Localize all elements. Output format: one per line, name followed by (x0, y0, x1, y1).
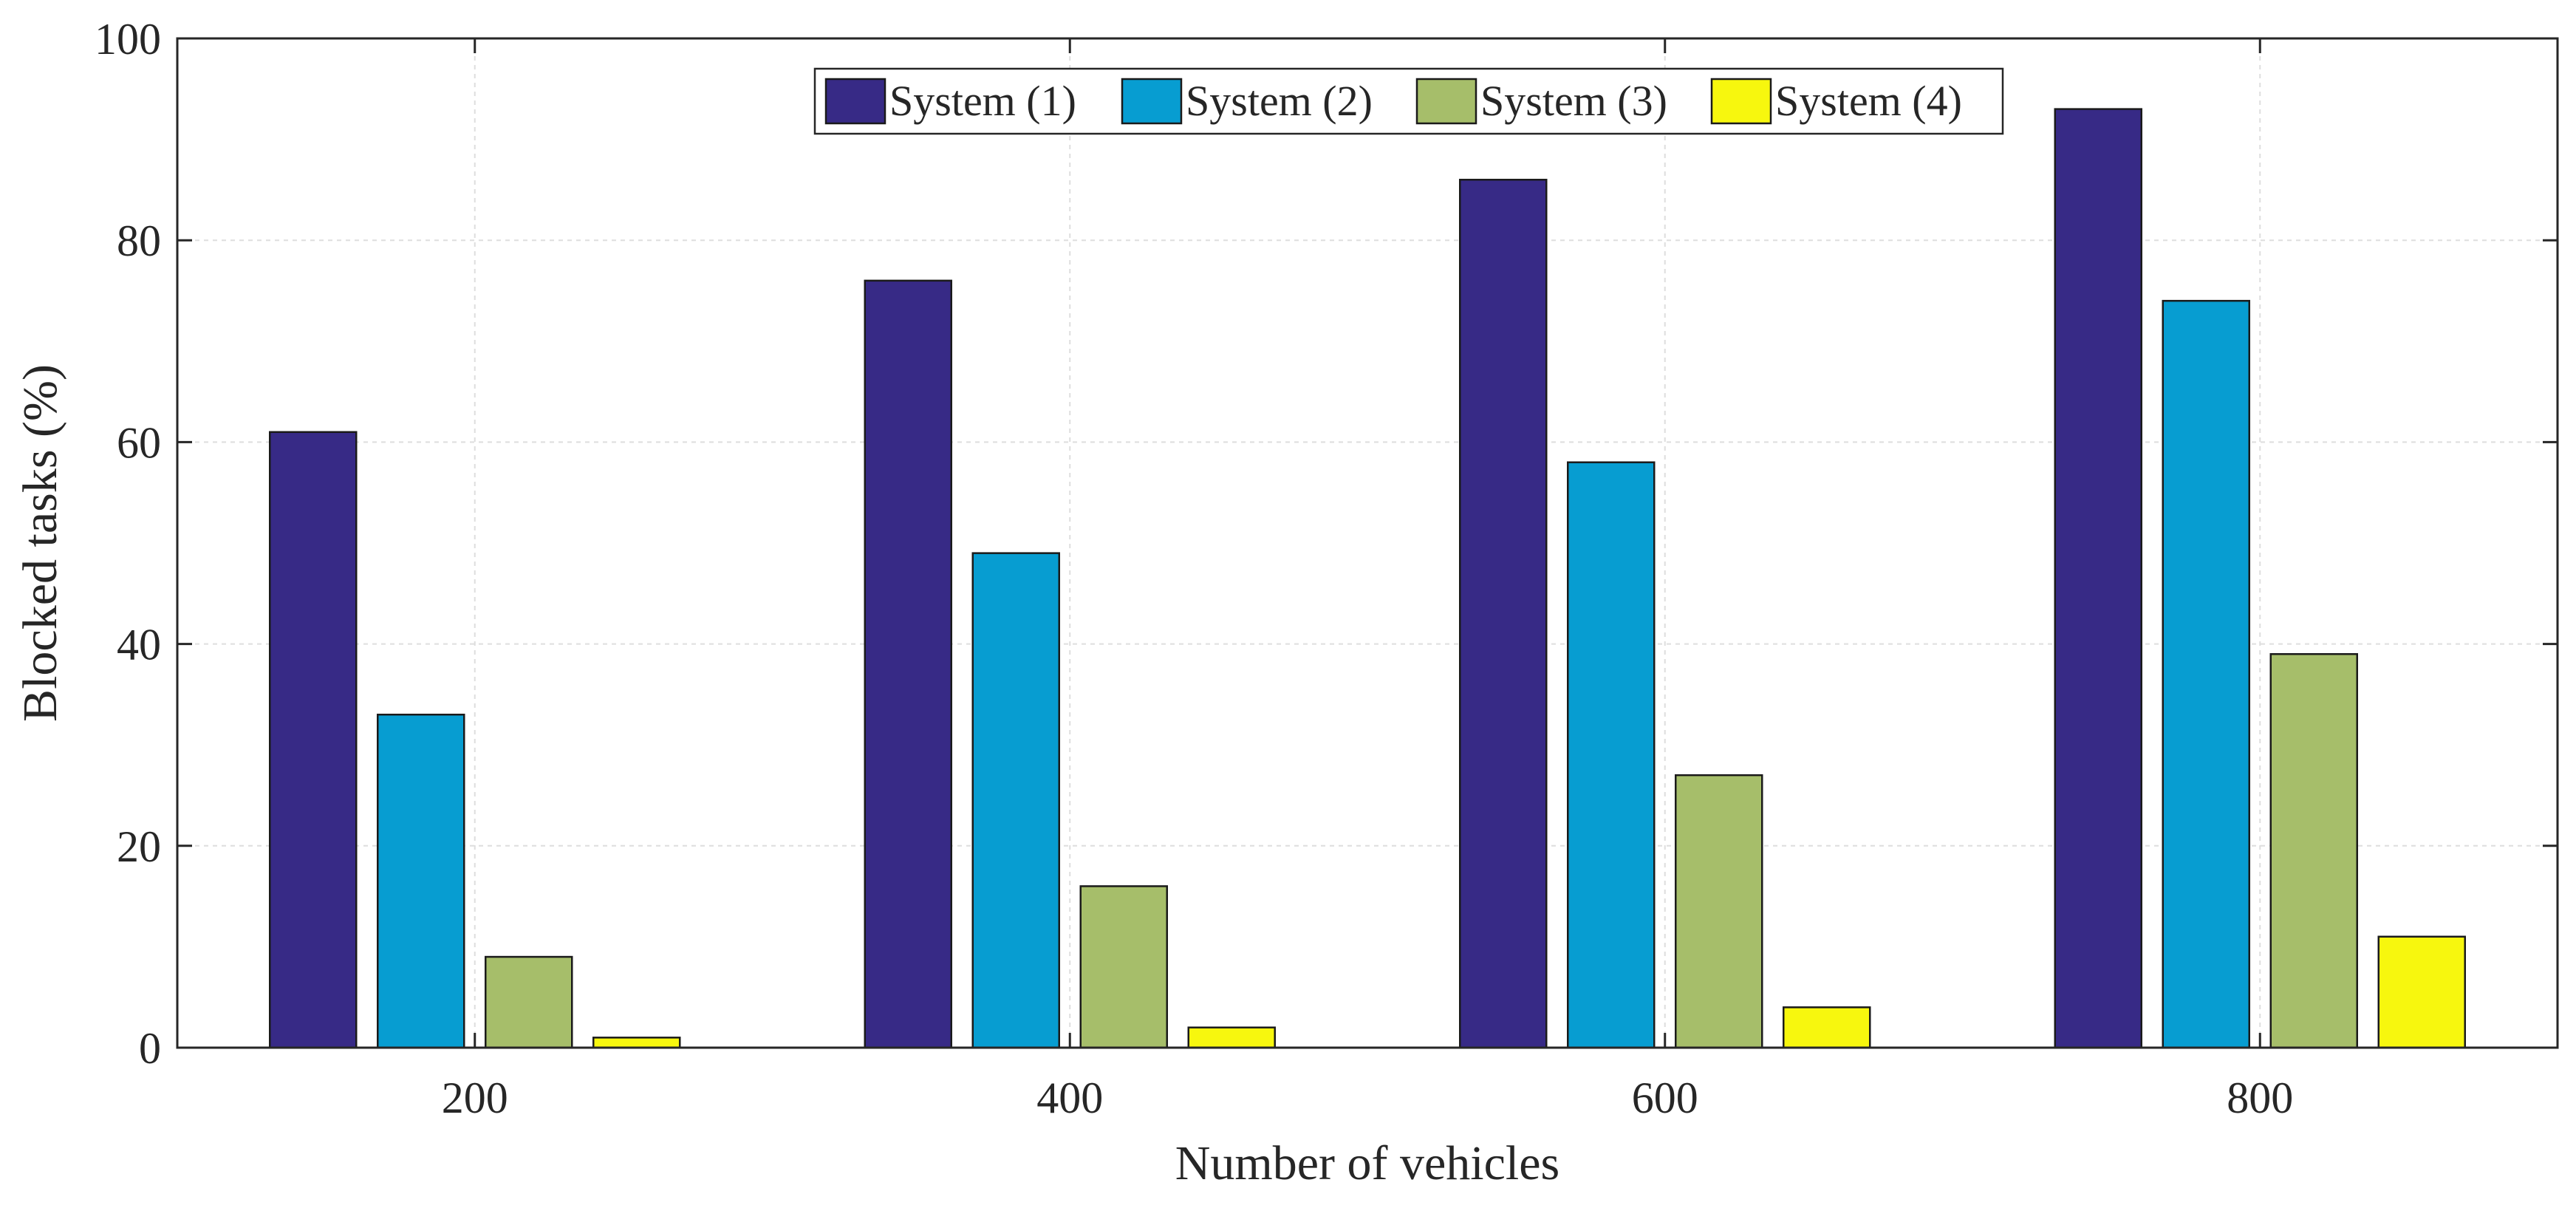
bar-system-3-600 (1675, 774, 1763, 1049)
bar-system-2-600 (1567, 461, 1656, 1049)
legend-box (813, 67, 2004, 135)
y-tick-label: 0 (139, 1024, 161, 1073)
grid-layer (177, 38, 2558, 1048)
bar-system-1-200 (269, 431, 358, 1049)
y-tick-label: 40 (117, 621, 161, 669)
x-tick-label: 200 (442, 1074, 508, 1122)
bar-system-3-200 (485, 955, 573, 1049)
legend-label: System (3) (1480, 77, 1667, 125)
bar-system-4-400 (1187, 1026, 1276, 1049)
x-tick-label: 600 (1632, 1074, 1698, 1122)
legend-swatch (1121, 78, 1183, 125)
legend-label: System (4) (1775, 77, 1962, 125)
bar-system-2-800 (2162, 299, 2250, 1049)
bar-system-4-800 (2377, 935, 2466, 1049)
legend: System (1) System (2) System (3) System (4) (813, 67, 2004, 135)
x-axis-label: Number of vehicles (1175, 1136, 1560, 1190)
y-tick-label: 80 (117, 216, 161, 265)
y-tick-label: 60 (117, 418, 161, 467)
y-tick-label: 20 (117, 822, 161, 871)
legend-swatch (1415, 78, 1477, 125)
bar-layer (269, 108, 2466, 1049)
legend-swatch (1710, 78, 1772, 125)
bar-system-4-600 (1783, 1006, 1871, 1049)
legend-items: System (1) System (2) System (3) System (4) (824, 77, 1962, 125)
tick-layer: 0 20 40 60 80 100 200 400 600 800 (95, 15, 2558, 1122)
x-tick-label: 800 (2227, 1074, 2293, 1122)
legend-swatch (824, 78, 886, 125)
bar-system-4-200 (592, 1037, 681, 1049)
x-tick-label: 400 (1036, 1074, 1103, 1122)
plot-frame (176, 37, 2559, 1049)
y-axis-label: Blocked tasks (%) (13, 364, 67, 722)
bar-system-2-200 (377, 713, 465, 1049)
bar-system-1-600 (1459, 178, 1548, 1049)
legend-label: System (1) (889, 77, 1076, 125)
bar-system-3-400 (1079, 885, 1168, 1049)
bar-system-1-800 (2054, 108, 2142, 1049)
legend-label: System (2) (1186, 77, 1373, 125)
bar-system-3-800 (2269, 653, 2358, 1049)
bar-system-1-400 (864, 279, 952, 1049)
bar-system-2-400 (971, 552, 1060, 1049)
y-tick-label: 100 (95, 15, 161, 64)
